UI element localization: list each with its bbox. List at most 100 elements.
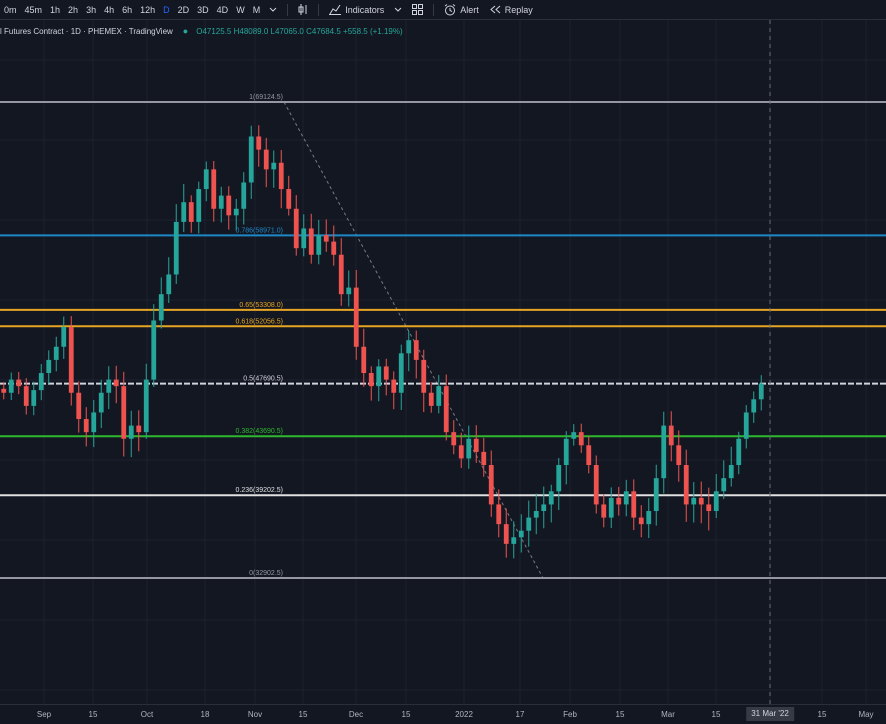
rewind-icon [489, 5, 501, 14]
chevron-down-icon [394, 7, 402, 12]
candle-body [398, 353, 404, 393]
timeframe-list: 0m 45m 1h 2h 3h 4h 6h 12h D 2D 3D 4D W M [0, 5, 264, 15]
timeframe-6h[interactable]: 6h [122, 4, 133, 15]
candle-body [631, 491, 637, 518]
candle-body [346, 287, 352, 295]
timeframe-3h[interactable]: 3h [86, 4, 97, 15]
candle-body [376, 366, 382, 387]
candle-body [436, 386, 442, 406]
time-tick: Mar [661, 710, 675, 719]
timeframe-d[interactable]: D [163, 4, 170, 15]
templates-button[interactable] [407, 4, 428, 15]
candle-body [698, 497, 704, 505]
candle-body [331, 241, 337, 255]
timeframe-4d[interactable]: 4D [216, 4, 229, 15]
candle-body [218, 195, 224, 209]
candle-body [578, 432, 584, 446]
candle-body [16, 379, 22, 387]
candle-body [683, 465, 689, 505]
candle-body [8, 379, 14, 393]
timeframe-3d[interactable]: 3D [197, 4, 209, 15]
indicators-button[interactable]: Indicators [324, 4, 389, 15]
candle-body [511, 537, 517, 544]
candle-body [743, 412, 749, 439]
chart-type-button[interactable] [293, 4, 313, 15]
candle-body [256, 136, 262, 150]
candle-body [503, 524, 509, 544]
candle-body [361, 346, 367, 374]
candle-body [488, 465, 494, 505]
candle-body [428, 392, 434, 406]
time-tick: Feb [563, 710, 577, 719]
candle-body [263, 149, 269, 170]
timeframe-m[interactable]: M [252, 4, 261, 15]
candle-body [466, 438, 472, 459]
fib-level-label: 0(32902.5) [249, 570, 283, 577]
alarm-clock-icon [444, 3, 456, 15]
crosshair-date-label: 31 Mar '22 [746, 707, 794, 721]
candle-body [61, 327, 67, 347]
fib-level-label: 0.236(39202.5) [236, 487, 283, 494]
indicators-icon [329, 4, 342, 15]
candle-body [31, 390, 37, 406]
candle-body [278, 162, 284, 190]
candle-body [541, 504, 547, 512]
time-tick: 15 [88, 710, 98, 719]
candle-body [211, 169, 217, 209]
candle-body [653, 478, 659, 512]
timeframe-1h[interactable]: 1h [50, 4, 61, 15]
candle-body [391, 379, 397, 393]
candle-body [713, 491, 719, 512]
candle-body [151, 320, 157, 380]
fib-retracement[interactable]: 1(69124.5) 0.786(58971.0) 0.65(53308.0) 0.6… [0, 94, 886, 579]
fib-level-label: 0.65(53308.0) [239, 302, 283, 309]
candle-body [608, 497, 614, 518]
replay-label: Replay [504, 4, 533, 15]
templates-icon [412, 4, 424, 15]
symbol-legend: l Futures Contract · 1D · PHEMEX · Tradi… [0, 22, 403, 40]
candle-body [548, 491, 554, 505]
timeframe-4h[interactable]: 4h [104, 4, 115, 15]
candle-body [691, 497, 697, 505]
timeframe-45m[interactable]: 45m [24, 4, 43, 15]
replay-button[interactable]: Replay [484, 5, 538, 15]
time-tick: 15 [401, 710, 411, 719]
symbol-title[interactable]: l Futures Contract · 1D · PHEMEX · Tradi… [0, 26, 173, 36]
candle-body [616, 497, 622, 505]
timeframe-w[interactable]: W [236, 4, 245, 15]
candle-body [226, 195, 232, 216]
candle-body [481, 451, 487, 466]
timeframe-0m[interactable]: 0m [4, 4, 17, 15]
candle-body [443, 386, 449, 433]
candle-body [473, 438, 479, 452]
candle-body [496, 504, 502, 525]
timeframe-2h[interactable]: 2h [68, 4, 79, 15]
candle-body [83, 419, 89, 433]
candle-body [293, 208, 299, 249]
candle-body [173, 221, 179, 275]
timeframe-2d[interactable]: 2D [177, 4, 190, 15]
candle-body [601, 504, 607, 518]
fib-level-label: 0.786(58971.0) [236, 227, 283, 234]
candle-body [91, 412, 97, 433]
candle-body [271, 162, 277, 170]
candle-body [121, 386, 127, 439]
candle-body [638, 517, 644, 525]
candle-body [556, 465, 562, 492]
candle-body [586, 445, 592, 466]
candle-body [196, 189, 202, 222]
candle-body [533, 511, 539, 518]
alert-button[interactable]: Alert [439, 3, 484, 16]
time-axis[interactable]: Sep 15 Oct 18 Nov 15 Dec 15 2022 17 Feb 15 Mar 15 15 Ma… [0, 704, 886, 724]
candle-body [286, 189, 292, 209]
timeframe-12h[interactable]: 12h [140, 4, 156, 15]
timeframe-dropdown[interactable] [264, 7, 282, 13]
market-status-icon: ● [182, 26, 189, 36]
candle-body [413, 340, 419, 360]
candle-body [721, 478, 727, 492]
candle-body [736, 438, 742, 466]
time-tick: 17 [515, 710, 525, 719]
indicators-dropdown[interactable] [389, 7, 407, 13]
candle-body [106, 379, 112, 393]
